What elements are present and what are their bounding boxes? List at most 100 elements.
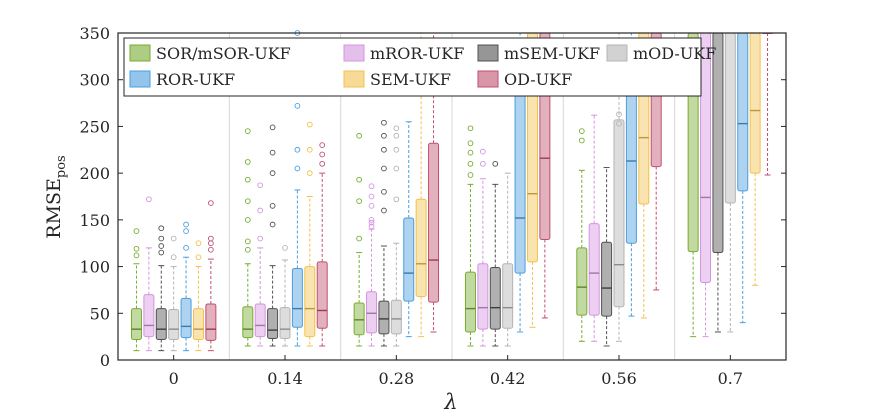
outlier-point — [158, 235, 165, 242]
box-iqr — [130, 308, 142, 340]
y-tick-label: 200 — [79, 164, 110, 183]
box-sem-ukf-1 — [304, 121, 316, 347]
outlier-point — [381, 119, 387, 126]
outlier-point — [467, 149, 474, 156]
outlier-point — [393, 165, 400, 172]
legend-label: SOR/mSOR-UKF — [156, 44, 291, 63]
legend-swatch — [606, 44, 628, 62]
box-iqr — [489, 267, 501, 330]
box-iqr — [366, 291, 378, 334]
box-od-ukf-1 — [316, 90, 328, 347]
y-tick-label: 50 — [90, 304, 110, 323]
outlier-point — [183, 228, 189, 234]
box-iqr — [353, 302, 365, 336]
box-iqr — [613, 119, 625, 308]
box-msem-ukf-0 — [155, 225, 167, 352]
legend-label: ROR-UKF — [156, 70, 235, 89]
outlier-point — [282, 245, 288, 251]
box-ror-ukf-1 — [291, 30, 303, 347]
outlier-point — [208, 240, 214, 247]
y-tick-label: 0 — [100, 351, 110, 370]
outlier-point — [381, 188, 387, 195]
x-tick-label: 0.42 — [490, 369, 526, 388]
outlier-point — [244, 246, 251, 253]
outlier-point — [257, 182, 264, 189]
x-tick-label: 0.7 — [718, 369, 743, 388]
box-iqr — [403, 217, 415, 302]
y-tick-label: 100 — [79, 258, 110, 277]
y-tick-label: 300 — [79, 71, 110, 90]
outlier-point — [170, 254, 177, 261]
outlier-point — [356, 235, 362, 242]
outlier-point — [381, 146, 387, 153]
legend-swatch — [129, 70, 151, 88]
legend-label: SEM-UKF — [370, 70, 451, 89]
box-iqr — [267, 308, 279, 340]
outlier-point — [368, 223, 375, 230]
legend-swatch — [129, 44, 151, 62]
x-axis-ticks: 0 0.14 0.28 0.42 0.56 0.7 — [169, 355, 743, 388]
box-sor-msor-ukf-2 — [353, 132, 365, 347]
outlier-point — [133, 245, 140, 252]
outlier-point — [208, 200, 214, 206]
box-iqr — [155, 308, 167, 340]
box-iqr — [712, 32, 724, 254]
legend-swatch — [477, 70, 499, 88]
box-mror-ukf-4 — [588, 114, 600, 342]
outlier-point — [467, 125, 474, 132]
outlier-point — [294, 165, 301, 172]
box-iqr — [192, 308, 204, 340]
box-mror-ukf-1 — [254, 182, 266, 347]
box-ror-ukf-5 — [737, 32, 749, 324]
box-msem-ukf-4 — [601, 167, 613, 347]
box-mod-ukf-1 — [279, 245, 291, 347]
legend-swatch — [343, 70, 365, 88]
box-iqr — [464, 271, 476, 333]
box-sem-ukf-0 — [192, 240, 204, 352]
legend-label: mSEM-UKF — [504, 44, 600, 63]
box-iqr — [502, 263, 514, 329]
outlier-point — [368, 202, 375, 209]
outlier-point — [269, 221, 276, 228]
box-iqr — [576, 247, 588, 316]
outlier-point — [158, 249, 165, 256]
outlier-point — [269, 124, 276, 131]
box-iqr — [279, 307, 291, 340]
legend-swatch — [477, 44, 499, 62]
outlier-point — [492, 160, 499, 167]
box-ror-ukf-0 — [180, 221, 192, 352]
outlier-point — [208, 235, 214, 242]
y-tick-label: 350 — [79, 24, 110, 43]
x-tick-label: 0.28 — [379, 369, 415, 388]
box-sor-msor-ukf-3 — [464, 125, 476, 347]
y-axis-label-main: RMSE — [43, 178, 65, 239]
box-mror-ukf-0 — [143, 196, 155, 352]
box-msem-ukf-1 — [267, 124, 279, 347]
outlier-point — [133, 252, 140, 259]
outlier-point — [368, 183, 375, 190]
box-iqr — [390, 299, 402, 335]
box-iqr — [428, 142, 440, 303]
legend-label: mOD-UKF — [633, 44, 716, 63]
outlier-point — [244, 128, 251, 134]
box-msem-ukf-3 — [489, 160, 501, 347]
outlier-point — [195, 254, 202, 261]
outlier-point — [244, 238, 251, 245]
outlier-point — [356, 198, 362, 205]
outlier-point — [480, 160, 486, 167]
box-sor-msor-ukf-0 — [130, 228, 142, 352]
x-tick-label: 0.56 — [601, 369, 637, 388]
box-od-ukf-5 — [762, 32, 774, 176]
box-iqr — [304, 266, 316, 338]
box-iqr — [601, 241, 613, 317]
outlier-point — [393, 146, 400, 153]
outlier-point — [133, 228, 140, 234]
x-tick-label: 0.14 — [267, 369, 303, 388]
outlier-point — [244, 176, 251, 183]
outlier-point — [368, 193, 375, 200]
box-od-ukf-0 — [205, 200, 217, 352]
outlier-point — [368, 217, 375, 223]
box-iqr — [415, 198, 427, 297]
box-iqr — [588, 223, 600, 316]
